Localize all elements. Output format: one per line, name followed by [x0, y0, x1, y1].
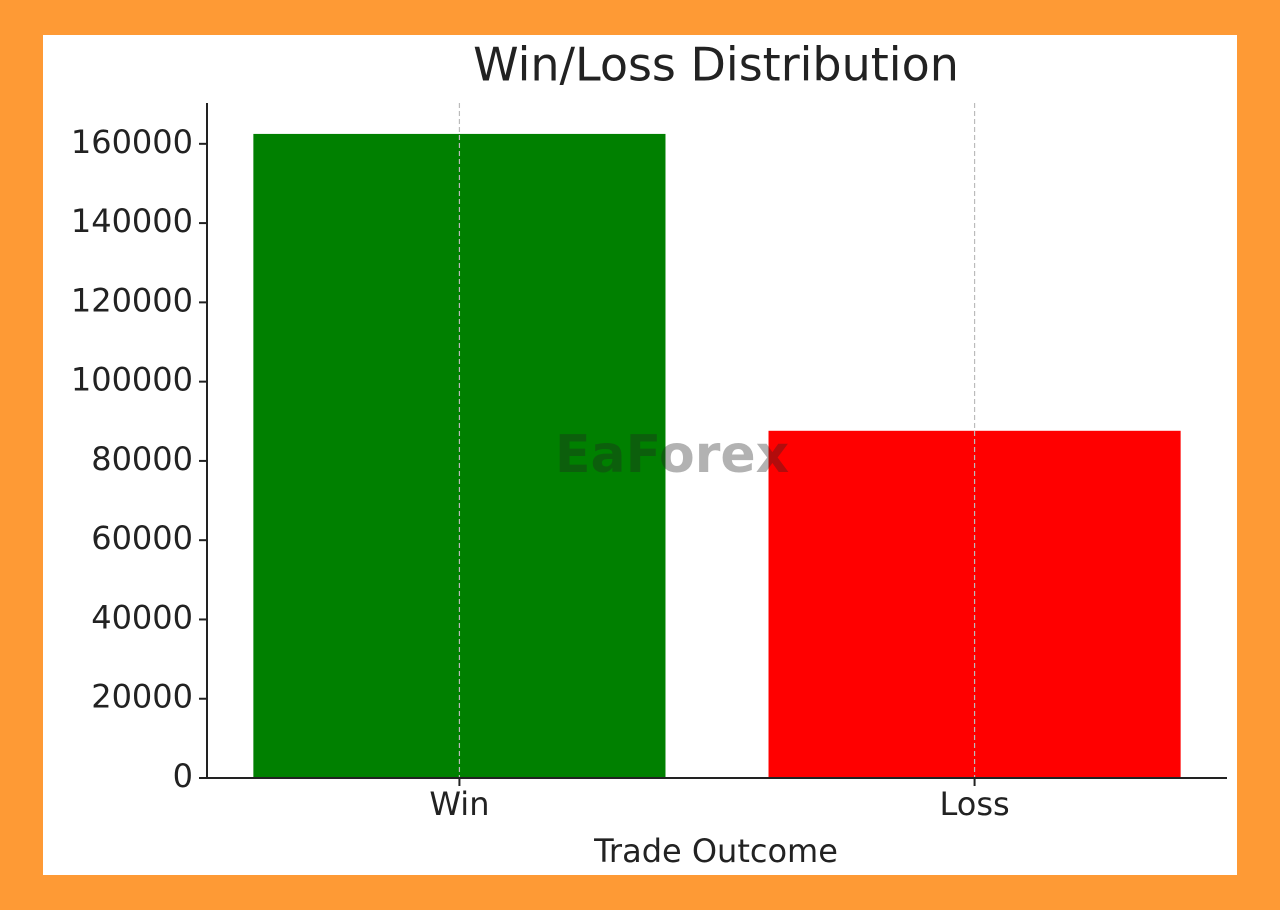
y-tick-label: 160000	[71, 123, 193, 161]
y-tick-label: 60000	[91, 519, 193, 557]
x-tick-label: Loss	[939, 785, 1009, 823]
x-axis-label: Trade Outcome	[593, 832, 838, 870]
y-tick-label: 20000	[91, 678, 193, 716]
x-tick-label: Win	[429, 785, 489, 823]
y-tick-label: 100000	[71, 361, 193, 399]
y-tick-label: 120000	[71, 281, 193, 319]
y-tick-label: 0	[173, 757, 193, 795]
chart-title: Win/Loss Distribution	[473, 38, 959, 92]
y-tick-label: 80000	[91, 440, 193, 478]
watermark: EaForex	[555, 425, 789, 485]
y-tick-label: 140000	[71, 202, 193, 240]
y-tick-label: 40000	[91, 598, 193, 636]
